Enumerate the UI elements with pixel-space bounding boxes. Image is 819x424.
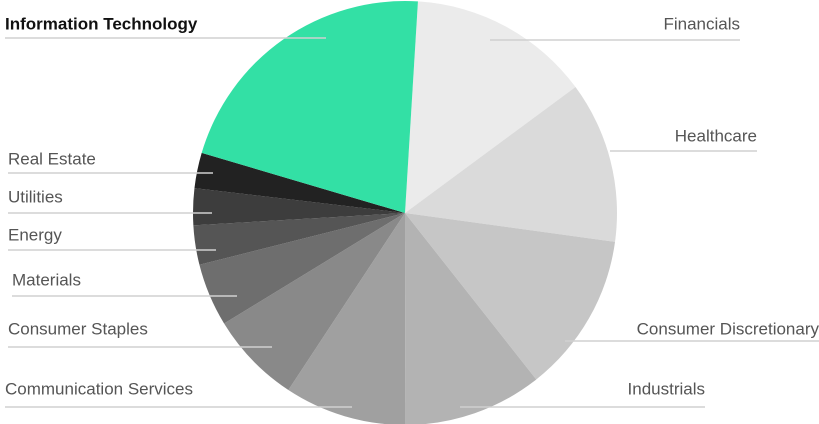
slice-label: Consumer Discretionary bbox=[637, 319, 819, 338]
pie-slice bbox=[405, 1, 576, 214]
slice-label: Financials bbox=[663, 14, 740, 33]
slice-label: Real Estate bbox=[8, 149, 96, 168]
slice-label: Healthcare bbox=[675, 126, 757, 145]
slice-label: Consumer Staples bbox=[8, 319, 148, 338]
slice-label: Information Technology bbox=[5, 14, 198, 33]
slice-label: Industrials bbox=[628, 379, 705, 398]
pie-slice bbox=[201, 1, 418, 214]
pie-slice bbox=[288, 213, 406, 424]
pie-slice bbox=[405, 213, 537, 424]
pie-slice bbox=[193, 213, 405, 265]
pie-slice bbox=[405, 213, 616, 380]
slice-label: Communication Services bbox=[5, 379, 193, 398]
pie-slice bbox=[199, 213, 405, 324]
slice-label: Utilities bbox=[8, 187, 63, 206]
slice-label: Energy bbox=[8, 225, 62, 244]
pie-slice bbox=[193, 188, 405, 226]
slice-label: Materials bbox=[12, 270, 81, 289]
pie-slice bbox=[194, 152, 405, 213]
pie-slice bbox=[224, 213, 405, 391]
pie-slice bbox=[405, 87, 617, 242]
